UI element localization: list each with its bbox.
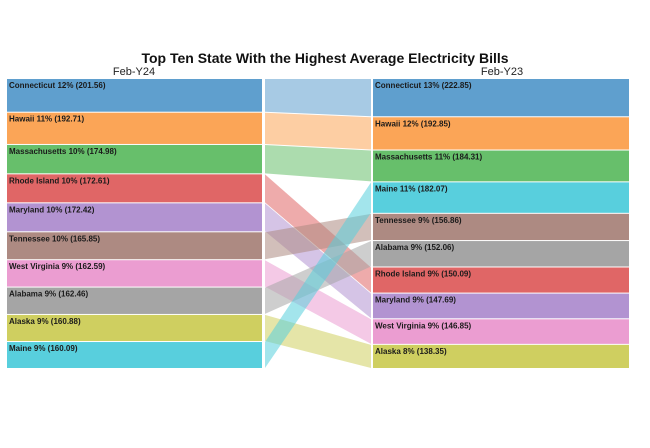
left-bar-label-maine: Maine 9% (160.09) (9, 344, 78, 353)
flow-group (265, 79, 371, 368)
right-bar-label-connecticut: Connecticut 13% (222.85) (375, 81, 472, 90)
right-bar-label-massachusetts: Massachusetts 11% (184.31) (375, 153, 483, 162)
right-bar-label-hawaii: Hawaii 12% (192.85) (375, 119, 451, 128)
left-bar-group: Connecticut 12% (201.56) Hawaii 11% (192.… (7, 79, 262, 368)
right-bar-alaska (373, 344, 629, 368)
left-bar-label-tennessee: Tennessee 10% (165.85) (9, 234, 100, 243)
right-bar-tennessee (373, 213, 629, 241)
left-bar-rhode-island (7, 174, 262, 203)
right-bar-label-west-virginia: West Virginia 9% (146.85) (375, 321, 472, 330)
right-bar-label-rhode-island: Rhode Island 9% (150.09) (375, 269, 471, 278)
right-bar-label-alaska: Alaska 8% (138.35) (375, 347, 447, 356)
left-bar-west-virginia (7, 260, 262, 287)
flow-massachusetts (265, 144, 371, 182)
left-bar-hawaii (7, 112, 262, 144)
right-bar-maryland (373, 293, 629, 319)
left-bar-label-maryland: Maryland 10% (172.42) (9, 205, 95, 214)
left-bar-label-massachusetts: Massachusetts 10% (174.98) (9, 147, 117, 156)
left-bar-label-alaska: Alaska 9% (160.88) (9, 317, 81, 326)
left-column-label: Feb-Y24 (113, 66, 155, 78)
left-bar-maine (7, 342, 262, 368)
left-bar-massachusetts (7, 144, 262, 174)
right-bar-label-alabama: Alabama 9% (152.06) (375, 243, 454, 252)
right-bar-west-virginia (373, 319, 629, 344)
right-bar-label-maryland: Maryland 9% (147.69) (375, 296, 456, 305)
flow-maine (265, 182, 371, 368)
left-bar-label-alabama: Alabama 9% (162.46) (9, 290, 88, 299)
right-bar-massachusetts (373, 150, 629, 182)
right-bar-group: Connecticut 13% (222.85) Hawaii 12% (192.… (373, 79, 629, 368)
right-bar-rhode-island (373, 267, 629, 293)
right-bar-hawaii (373, 117, 629, 150)
left-bar-label-hawaii: Hawaii 11% (192.71) (9, 115, 84, 124)
right-column-label: Feb-Y23 (481, 66, 523, 78)
chart-title: Top Ten State With the Highest Average E… (141, 50, 508, 66)
left-bar-label-west-virginia: West Virginia 9% (162.59) (9, 262, 106, 271)
right-bar-label-maine: Maine 11% (182.07) (375, 184, 448, 193)
flow-hawaii (265, 112, 371, 150)
right-bar-label-tennessee: Tennessee 9% (156.86) (375, 216, 462, 225)
flow-connecticut (265, 79, 371, 117)
left-bar-alaska (7, 314, 262, 342)
left-bar-maryland (7, 203, 262, 232)
right-bar-alabama (373, 241, 629, 267)
right-bar-maine (373, 182, 629, 213)
left-bar-tennessee (7, 232, 262, 260)
right-bar-connecticut (373, 79, 629, 117)
left-bar-alabama (7, 287, 262, 314)
left-bar-label-rhode-island: Rhode Island 10% (172.61) (9, 176, 110, 185)
left-bar-label-connecticut: Connecticut 12% (201.56) (9, 81, 106, 90)
left-bar-connecticut (7, 79, 262, 112)
